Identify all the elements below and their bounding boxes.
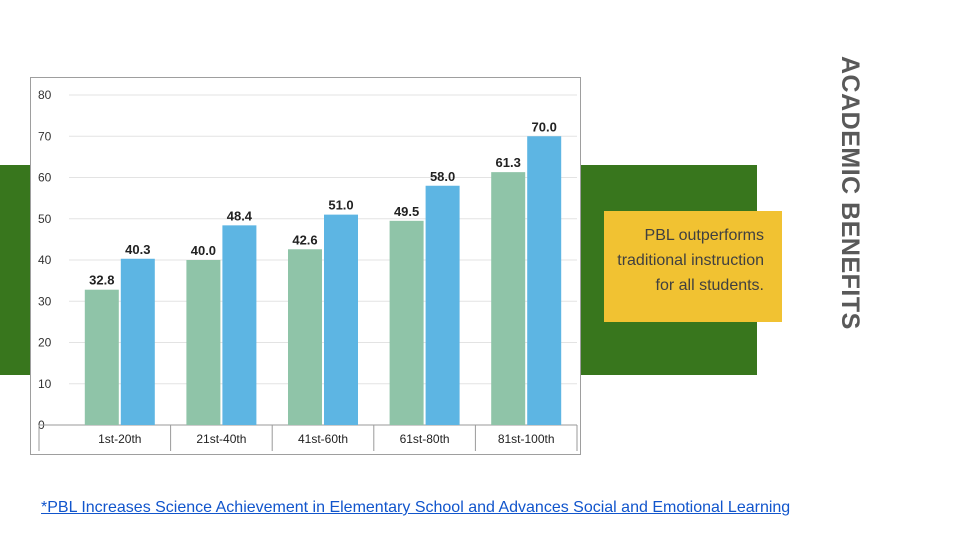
bar-chart: 0 10 20 30 40 50 60 70 80 32.8 40.3 1st-20th 40.0 48.… [30,77,581,455]
data-label: 70.0 [532,119,557,134]
source-link[interactable]: *PBL Increases Science Achievement in El… [41,499,791,516]
bar [84,289,119,425]
bar [491,172,526,425]
data-label: 40.0 [191,243,216,258]
y-tick-label: 50 [38,212,52,226]
x-tick-label: 21st-40th [196,432,246,446]
data-label: 51.0 [328,198,353,213]
data-label: 32.8 [89,273,114,288]
bar [389,220,424,425]
data-label: 40.3 [125,242,150,257]
callout-box: PBL outperforms traditional instruction … [604,211,782,322]
data-label: 49.5 [394,204,419,219]
bar [288,249,322,425]
callout-text: PBL outperforms traditional instruction … [617,227,764,294]
y-tick-label: 20 [38,336,52,350]
bar-chart-svg: 0102030405060708032.840.31st-20th40.048.… [38,88,578,451]
slide-title: ACADEMIC BENEFITS [836,56,864,330]
x-tick-label: 41st-60th [298,432,348,446]
bar [120,258,155,425]
x-tick-label: 81st-100th [498,432,555,446]
x-tick-label: 1st-20th [98,432,141,446]
y-tick-label: 30 [38,294,52,308]
data-label: 42.6 [292,232,317,247]
y-tick-label: 70 [38,129,52,143]
y-tick-label: 10 [38,377,52,391]
data-label: 61.3 [496,155,521,170]
data-label: 48.4 [227,208,253,223]
data-label: 58.0 [430,169,455,184]
y-tick-label: 80 [38,88,52,102]
y-tick-label: 40 [38,253,52,267]
x-tick-label: 61st-80th [400,432,450,446]
bar [527,136,562,425]
bar [425,185,460,425]
bar [222,225,257,425]
bar [186,260,221,425]
bar [324,214,358,425]
y-tick-label: 60 [38,171,52,185]
